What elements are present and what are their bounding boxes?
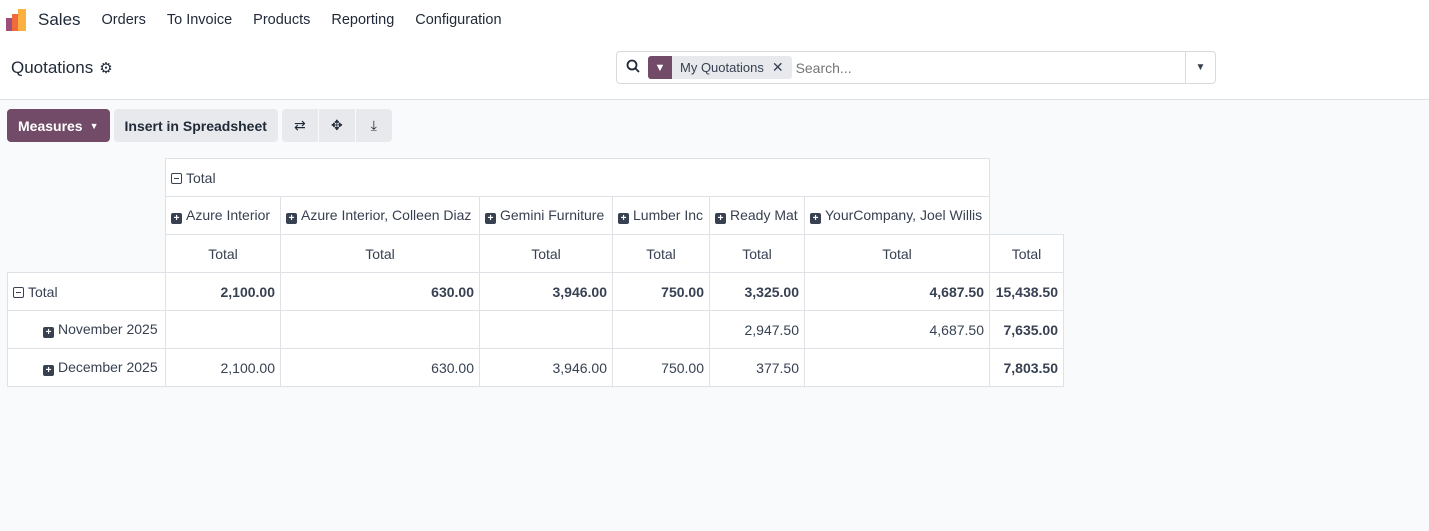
pivot-cell[interactable]: 3,946.00 <box>479 272 613 311</box>
header-label: Total <box>186 169 216 186</box>
pivot-cell[interactable]: 3,325.00 <box>709 272 805 311</box>
pivot-cell[interactable]: 3,946.00 <box>479 348 613 387</box>
expand-icon: + <box>810 213 821 224</box>
pivot-cell[interactable]: 750.00 <box>612 348 710 387</box>
column-header[interactable]: + Azure Interior <box>165 196 281 235</box>
top-navbar: Sales Orders To Invoice Products Reporti… <box>0 0 523 40</box>
sales-app-icon[interactable] <box>6 9 28 31</box>
header-label: YourCompany, Joel Willis <box>825 207 983 223</box>
measure-header: Total <box>165 234 281 273</box>
app-name[interactable]: Sales <box>38 10 81 29</box>
pivot-cell[interactable]: 15,438.50 <box>989 272 1064 311</box>
measure-header: Total <box>479 234 613 273</box>
pivot-cell[interactable] <box>479 310 613 349</box>
menu-to-invoice[interactable]: To Invoice <box>166 12 233 28</box>
column-header[interactable]: + Gemini Furniture <box>479 196 613 235</box>
flip-axis-button[interactable]: ⇄ <box>281 109 318 142</box>
measure-header: Total <box>612 234 710 273</box>
header-label: Azure Interior, Colleen Diaz <box>301 207 472 223</box>
pivot-cell[interactable] <box>804 348 990 387</box>
row-header[interactable]: + December 2025 <box>7 348 166 387</box>
pivot-cell[interactable]: 750.00 <box>612 272 710 311</box>
measure-header: Total <box>804 234 990 273</box>
filter-icon: ▼ <box>648 56 672 79</box>
measures-button[interactable]: Measures ▼ <box>7 109 110 142</box>
header-label: Gemini Furniture <box>500 207 605 223</box>
search-options-toggle[interactable]: ▼ <box>1185 52 1215 83</box>
collapse-icon <box>171 172 182 184</box>
column-header-total[interactable]: Total <box>165 158 990 197</box>
expand-icon: + <box>485 213 496 224</box>
search-facet: ▼ My Quotations ✕ <box>648 56 792 79</box>
search-bar: ▼ My Quotations ✕ ▼ <box>616 51 1216 84</box>
expand-icon: + <box>618 213 629 224</box>
pivot-cell[interactable]: 2,100.00 <box>165 272 281 311</box>
pivot-cell[interactable]: 4,687.50 <box>804 310 990 349</box>
expand-icon: + <box>286 213 297 224</box>
column-header[interactable]: + YourCompany, Joel Willis <box>804 196 990 235</box>
collapse-icon <box>13 286 24 298</box>
header-label: Ready Mat <box>730 207 798 223</box>
arrows-icon: ✥ <box>331 117 343 133</box>
table-row: + November 2025 2,947.50 4,687.50 7,635.00 <box>7 310 1064 349</box>
pivot-cell[interactable]: 630.00 <box>280 348 480 387</box>
pivot-table: Total + Azure Interior + Azure Interior, C… <box>7 158 1064 387</box>
page-title: Quotations <box>11 58 94 77</box>
pivot-cell[interactable] <box>612 310 710 349</box>
table-row: + December 2025 2,100.00 630.00 3,946.00 750.… <box>7 348 1064 387</box>
pivot-cell[interactable]: 377.50 <box>709 348 805 387</box>
row-header[interactable]: Total <box>7 272 166 311</box>
menu-configuration[interactable]: Configuration <box>415 12 502 28</box>
column-header[interactable]: + Ready Mat <box>709 196 805 235</box>
measure-header: Total <box>989 234 1064 273</box>
control-panel: Sales Orders To Invoice Products Reporti… <box>0 0 1429 100</box>
measures-label: Measures <box>18 117 83 134</box>
pivot-cell[interactable]: 7,803.50 <box>989 348 1064 387</box>
column-header[interactable]: + Lumber Inc <box>612 196 710 235</box>
gear-icon[interactable]: ⚙ <box>99 60 113 77</box>
measure-header: Total <box>709 234 805 273</box>
row-label: December 2025 <box>58 359 158 375</box>
pivot-cell[interactable]: 4,687.50 <box>804 272 990 311</box>
row-label: Total <box>28 283 58 300</box>
measure-header: Total <box>280 234 480 273</box>
menu-orders[interactable]: Orders <box>101 12 146 28</box>
search-input[interactable] <box>795 59 1185 76</box>
insert-in-spreadsheet-button[interactable]: Insert in Spreadsheet <box>113 109 278 142</box>
row-header[interactable]: + November 2025 <box>7 310 166 349</box>
header-label: Azure Interior <box>186 207 271 223</box>
pivot-cell[interactable]: 7,635.00 <box>989 310 1064 349</box>
expand-icon: + <box>171 213 182 224</box>
remove-facet-icon[interactable]: ✕ <box>771 59 784 75</box>
facet-label: My Quotations <box>680 60 764 75</box>
expand-icon: + <box>715 213 726 224</box>
pivot-cell[interactable] <box>165 310 281 349</box>
header-label: Lumber Inc <box>633 207 704 223</box>
row-label: November 2025 <box>58 321 158 337</box>
pivot-cell[interactable]: 2,947.50 <box>709 310 805 349</box>
expand-all-button[interactable]: ✥ <box>318 109 355 142</box>
menu-reporting[interactable]: Reporting <box>331 12 395 28</box>
pivot-cell[interactable] <box>280 310 480 349</box>
expand-icon: + <box>43 327 54 338</box>
menu-products[interactable]: Products <box>253 12 311 28</box>
table-row: Total 2,100.00 630.00 3,946.00 750.00 3,325.0… <box>7 272 1064 311</box>
search-icon[interactable] <box>626 59 640 76</box>
column-header[interactable]: + Azure Interior, Colleen Diaz <box>280 196 480 235</box>
download-icon: ⤓ <box>370 117 377 133</box>
download-button[interactable]: ⤓ <box>355 109 392 142</box>
caret-down-icon: ▼ <box>89 120 99 131</box>
pivot-cell[interactable]: 2,100.00 <box>165 348 281 387</box>
exchange-icon: ⇄ <box>294 117 306 133</box>
expand-icon: + <box>43 365 54 376</box>
pivot-cell[interactable]: 630.00 <box>280 272 480 311</box>
